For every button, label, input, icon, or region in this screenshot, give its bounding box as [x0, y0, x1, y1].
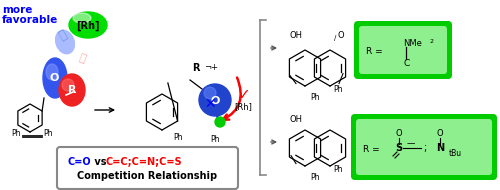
Text: favorable: favorable	[2, 15, 58, 25]
Ellipse shape	[46, 64, 58, 80]
Text: more: more	[2, 5, 32, 15]
Text: /: /	[334, 35, 336, 41]
Text: Competition Relationship: Competition Relationship	[78, 171, 218, 181]
Text: Ph: Ph	[44, 128, 53, 138]
Text: O: O	[396, 130, 402, 139]
Text: R =: R =	[363, 145, 382, 154]
Text: Ph: Ph	[310, 93, 320, 102]
Text: OH: OH	[290, 32, 302, 40]
Text: ;: ;	[424, 143, 426, 153]
Text: Ph: Ph	[310, 173, 320, 183]
Text: O: O	[436, 130, 444, 139]
Text: ✋: ✋	[77, 52, 87, 64]
Text: [Rh]: [Rh]	[76, 21, 100, 31]
FancyBboxPatch shape	[359, 26, 447, 74]
FancyBboxPatch shape	[354, 21, 452, 79]
Text: Ph: Ph	[333, 86, 343, 94]
Text: N: N	[436, 143, 444, 153]
Text: O: O	[210, 96, 220, 106]
Text: 2: 2	[429, 39, 433, 44]
Text: S: S	[396, 143, 402, 153]
Ellipse shape	[59, 74, 85, 106]
Text: R: R	[192, 63, 200, 73]
Ellipse shape	[43, 58, 67, 98]
Text: R: R	[68, 85, 76, 95]
Ellipse shape	[56, 30, 74, 54]
Text: tBu: tBu	[449, 149, 462, 158]
Text: ✓: ✓	[238, 88, 250, 102]
Text: Ph: Ph	[333, 165, 343, 174]
Text: ¬+: ¬+	[204, 63, 218, 73]
Text: ✋: ✋	[56, 28, 70, 43]
Text: C: C	[403, 59, 409, 67]
Circle shape	[215, 117, 225, 127]
Ellipse shape	[62, 79, 74, 91]
Text: O: O	[338, 32, 344, 40]
Text: NMe: NMe	[403, 39, 422, 48]
Text: Ph: Ph	[210, 135, 220, 145]
Text: ✕: ✕	[204, 97, 216, 111]
FancyBboxPatch shape	[356, 119, 492, 175]
FancyBboxPatch shape	[351, 114, 497, 180]
Text: —: —	[407, 139, 415, 149]
Text: C=C;C=N;C=S: C=C;C=N;C=S	[106, 157, 182, 167]
Text: OH: OH	[290, 116, 302, 124]
Text: [Rh]: [Rh]	[234, 102, 252, 112]
Ellipse shape	[73, 13, 91, 23]
Text: C=O: C=O	[68, 157, 92, 167]
Text: Ph: Ph	[174, 134, 183, 142]
Text: vs: vs	[91, 157, 110, 167]
Text: Ph: Ph	[11, 128, 21, 138]
Circle shape	[199, 84, 231, 116]
Text: O: O	[50, 73, 58, 83]
Circle shape	[204, 87, 216, 99]
FancyBboxPatch shape	[57, 147, 238, 189]
Text: R =: R =	[366, 48, 386, 56]
Ellipse shape	[69, 12, 107, 38]
